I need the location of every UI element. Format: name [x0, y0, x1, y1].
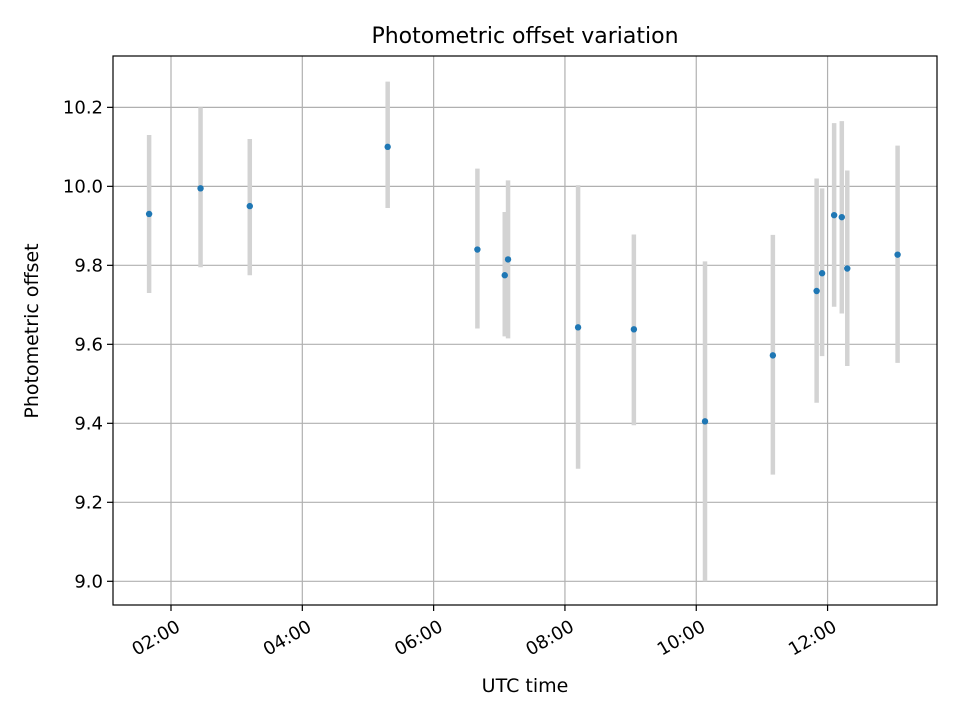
data-point: [145, 210, 153, 218]
data-point: [384, 143, 391, 151]
data-point: [246, 202, 253, 210]
y-tick-label: 9.8: [74, 255, 103, 276]
y-tick-label: 9.2: [74, 492, 103, 513]
data-point: [504, 256, 512, 263]
data-point: [630, 326, 638, 333]
grid-layer: [113, 56, 937, 605]
marker-layer: [145, 143, 901, 425]
chart-title: Photometric offset variation: [371, 24, 678, 49]
y-tick-label: 10.0: [63, 176, 103, 197]
x-axis-label: UTC time: [482, 675, 569, 697]
data-point: [838, 213, 845, 221]
y-tick-label: 9.0: [74, 571, 103, 592]
data-point: [474, 246, 481, 253]
y-tick-label: 10.2: [63, 97, 103, 118]
data-point: [894, 251, 901, 258]
data-point: [844, 265, 851, 272]
plot-frame: [112, 55, 938, 606]
data-point: [813, 287, 820, 295]
data-point: [830, 211, 838, 219]
data-point: [818, 270, 826, 277]
data-point: [574, 324, 582, 331]
data-point: [197, 185, 204, 192]
data-point: [701, 418, 709, 425]
y-axis-label: Photometric offset: [21, 243, 43, 418]
data-point: [501, 272, 508, 279]
y-tick-label: 9.6: [74, 334, 103, 355]
data-point: [769, 352, 777, 359]
y-tick-label: 9.4: [74, 413, 103, 434]
